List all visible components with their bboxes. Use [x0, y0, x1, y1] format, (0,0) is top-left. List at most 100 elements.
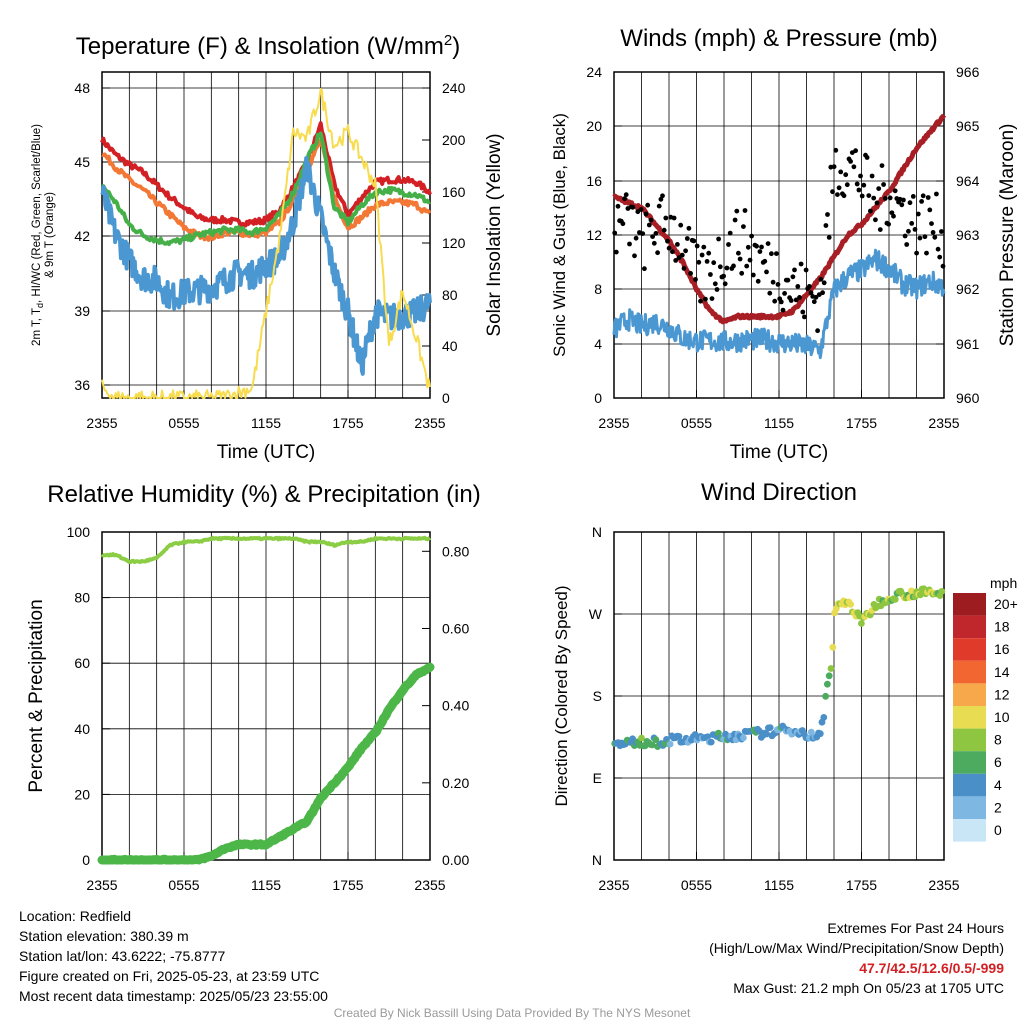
legend-label: 2	[994, 799, 1002, 815]
gust-point	[708, 272, 713, 277]
y-tick-label: 8	[594, 281, 602, 297]
gust-point	[645, 202, 651, 208]
gust-point	[671, 215, 677, 221]
legend-swatch	[953, 819, 986, 842]
gust-point	[620, 221, 626, 227]
gust-point	[790, 274, 796, 280]
gust-point	[765, 241, 771, 247]
gust-point	[774, 251, 779, 256]
gust-point	[699, 252, 705, 258]
gust-point	[661, 227, 667, 233]
gust-point	[716, 236, 721, 242]
gust-point	[823, 223, 829, 228]
x-tick-label: 1755	[846, 415, 877, 431]
y2-tick-label: 80	[442, 287, 458, 303]
y-tick-label: 16	[586, 173, 602, 189]
gust-point	[742, 208, 748, 213]
gust-point	[907, 200, 913, 206]
gust-point	[686, 225, 692, 231]
chart-title: Wind Direction	[701, 479, 857, 506]
gust-point	[876, 186, 882, 192]
gust-point	[932, 234, 938, 240]
y-tick-label: 100	[67, 524, 91, 540]
legend-swatch	[953, 683, 986, 706]
x-tick-label: 2355	[598, 877, 629, 893]
gust-point	[780, 307, 786, 313]
gust-point	[912, 227, 918, 232]
y2-tick-label: 960	[956, 390, 980, 406]
gust-point	[940, 263, 946, 269]
gust-point	[844, 182, 850, 188]
gust-point	[830, 189, 835, 195]
gust-point	[612, 230, 618, 236]
y2-tick-label: 0.60	[442, 620, 469, 636]
x-tick-label: 1155	[764, 877, 794, 893]
gust-point	[782, 291, 787, 296]
legend-swatch	[953, 751, 986, 774]
y-axis-label: Sonic Wind & Gust (Blue, Black)	[550, 113, 569, 357]
gust-point	[648, 217, 654, 223]
gust-point	[821, 280, 827, 286]
legend-swatch	[953, 773, 986, 797]
chart-title: Teperature (F) & Insolation (W/mm2)	[76, 32, 460, 60]
direction-point	[704, 733, 711, 741]
gust-point	[622, 196, 627, 202]
gust-point	[675, 242, 680, 247]
legend-label: 4	[994, 777, 1002, 793]
gust-point	[877, 227, 883, 233]
y-tick-label: N	[592, 852, 602, 868]
gust-point	[696, 259, 702, 265]
legend-label: 0	[994, 822, 1002, 838]
gust-point	[803, 267, 809, 273]
gust-point	[930, 230, 936, 235]
gust-point	[755, 278, 761, 284]
gust-point	[613, 249, 619, 255]
gust-point	[714, 287, 720, 292]
direction-point	[858, 620, 865, 627]
legend-swatch	[953, 706, 986, 729]
gust-point	[670, 249, 675, 255]
legend-swatch	[953, 638, 986, 661]
gust-point	[681, 266, 687, 271]
gust-point	[899, 202, 905, 208]
gust-point	[815, 328, 820, 334]
series-line-yellow	[101, 87, 431, 399]
gust-point	[859, 193, 865, 199]
y-tick-label: 80	[74, 590, 90, 606]
gust-point	[660, 193, 665, 199]
gust-point	[927, 207, 933, 213]
legend-swatch	[953, 728, 986, 752]
y2-axis-label: Station Pressure (Maroon)	[997, 124, 1018, 347]
x-tick-label: 1155	[251, 415, 281, 431]
gust-point	[750, 272, 756, 278]
y-tick-label: 0	[82, 852, 90, 868]
gust-point	[919, 199, 924, 204]
gust-point	[739, 270, 745, 276]
x-tick-label: 1755	[846, 877, 877, 893]
gust-point	[901, 197, 906, 203]
extremes-legend: (High/Low/Max Wind/Precipitation/Snow De…	[709, 940, 1004, 956]
station-info: Location: Redfield Station elevation: 38…	[19, 906, 328, 1006]
gust-point	[640, 231, 646, 237]
legend-swatch	[953, 660, 986, 684]
gust-point	[902, 233, 908, 239]
gust-point	[910, 194, 916, 199]
winds-panel: Winds (mph) & Pressure (mb) 2355 0555 1155 1…	[550, 25, 1018, 463]
direction-point	[820, 714, 828, 721]
direction-point	[638, 734, 645, 742]
gust-point	[778, 299, 784, 305]
gust-point	[818, 276, 824, 282]
gust-point	[717, 264, 723, 270]
gust-point	[924, 250, 929, 256]
gust-point	[795, 284, 801, 289]
y2-tick-label: 964	[956, 173, 980, 189]
direction-point	[847, 600, 854, 608]
legend-label: 10	[994, 709, 1010, 725]
gust-point	[838, 169, 844, 175]
y-tick-label: 20	[586, 118, 602, 134]
gust-point	[764, 269, 769, 275]
gust-point	[788, 298, 794, 303]
legend-swatch	[953, 796, 986, 819]
legend-label: 14	[994, 664, 1010, 680]
